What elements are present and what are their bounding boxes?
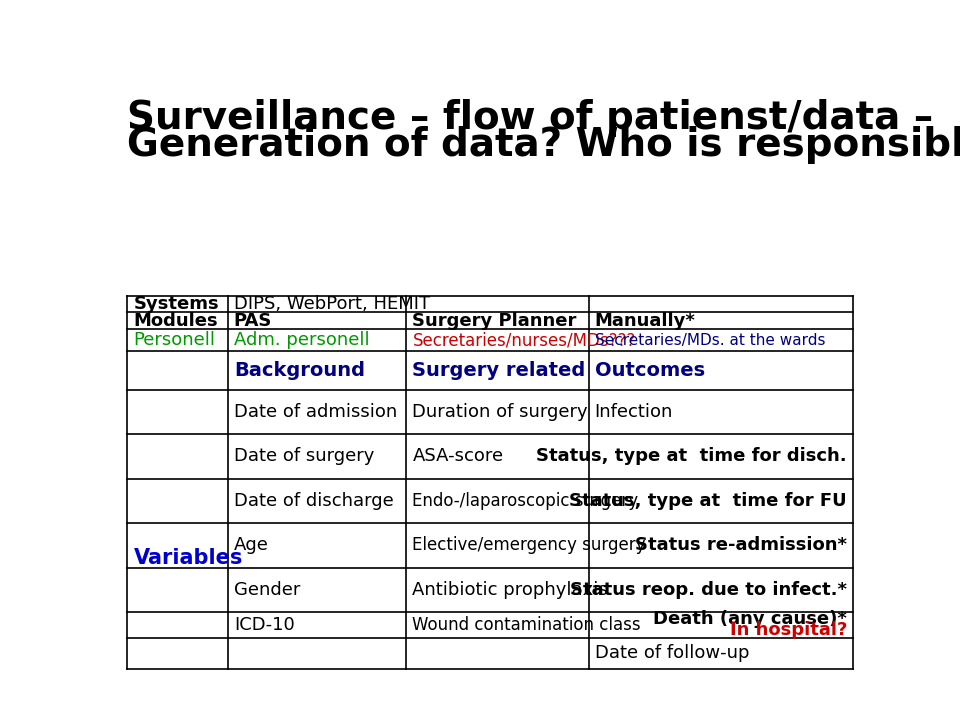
Text: DIPS, WebPort, HEMIT: DIPS, WebPort, HEMIT: [234, 294, 430, 312]
Text: Adm. personell: Adm. personell: [234, 331, 370, 349]
Text: Secretaries/MDs. at the wards: Secretaries/MDs. at the wards: [594, 333, 826, 348]
Text: Endo-/laparoscopic surgery: Endo-/laparoscopic surgery: [413, 492, 638, 510]
Text: Status re-admission*: Status re-admission*: [635, 536, 847, 555]
Text: Gender: Gender: [234, 581, 300, 599]
Text: Duration of surgery: Duration of surgery: [413, 403, 588, 422]
Text: Status reop. due to infect.*: Status reop. due to infect.*: [570, 581, 847, 599]
Text: Wound contamination class: Wound contamination class: [413, 616, 641, 634]
Text: Status, type at  time for disch.: Status, type at time for disch.: [537, 448, 847, 466]
Text: Manually*: Manually*: [594, 312, 696, 330]
Text: Status, type at  time for FU: Status, type at time for FU: [569, 492, 847, 510]
Text: In hospital?: In hospital?: [730, 621, 847, 639]
Text: Secretaries/nurses/MDs???: Secretaries/nurses/MDs???: [413, 331, 636, 349]
Text: Infection: Infection: [594, 403, 673, 422]
Text: Date of discharge: Date of discharge: [234, 492, 394, 510]
Text: Death (any cause)*: Death (any cause)*: [653, 610, 847, 628]
Text: Personell: Personell: [133, 331, 215, 349]
Text: PAS: PAS: [234, 312, 273, 330]
Text: Modules: Modules: [133, 312, 218, 330]
Text: Elective/emergency surgery: Elective/emergency surgery: [413, 536, 646, 555]
Text: Variables: Variables: [133, 548, 243, 568]
Text: Date of surgery: Date of surgery: [234, 448, 374, 466]
Text: Surgery related: Surgery related: [413, 362, 586, 380]
Text: Surveillance – flow of patienst/data –: Surveillance – flow of patienst/data –: [128, 99, 934, 137]
Text: Surgery Planner: Surgery Planner: [413, 312, 577, 330]
Text: ICD-10: ICD-10: [234, 616, 295, 634]
Text: Age: Age: [234, 536, 269, 555]
Text: Outcomes: Outcomes: [594, 362, 705, 380]
Text: Date of admission: Date of admission: [234, 403, 397, 422]
Text: Antibiotic prophylaxis: Antibiotic prophylaxis: [413, 581, 608, 599]
Text: Background: Background: [234, 362, 365, 380]
Text: Generation of data? Who is responsible?: Generation of data? Who is responsible?: [128, 126, 960, 163]
Text: Date of follow-up: Date of follow-up: [594, 644, 749, 662]
Text: Systems: Systems: [133, 294, 219, 312]
Text: ASA-score: ASA-score: [413, 448, 503, 466]
